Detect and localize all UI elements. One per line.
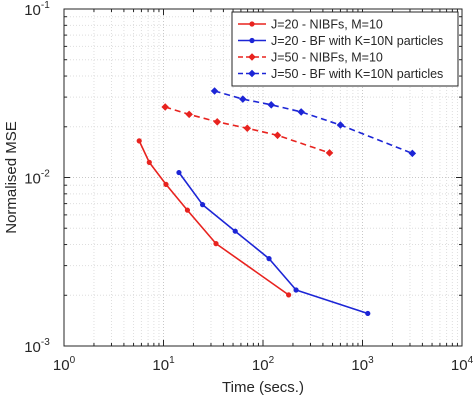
data-point bbox=[286, 292, 292, 298]
y-axis-label: Normalised MSE bbox=[3, 121, 20, 234]
data-point bbox=[161, 103, 169, 111]
x-tick-exponent: 1 bbox=[169, 355, 175, 366]
legend: J=20 - NIBFs, M=10 J=20 - BF with K=10N p… bbox=[231, 11, 459, 87]
x-axis-label: Time (secs.) bbox=[222, 379, 304, 396]
legend-item: J=50 - BF with K=10N particles bbox=[238, 67, 443, 81]
legend-label: J=20 - NIBFs, M=10 bbox=[271, 18, 383, 32]
data-point bbox=[273, 131, 282, 140]
data-point bbox=[266, 256, 272, 262]
legend-item: J=20 - BF with K=10N particles bbox=[238, 34, 443, 48]
legend-box bbox=[231, 11, 459, 87]
data-point bbox=[267, 101, 276, 109]
data-point bbox=[213, 241, 219, 247]
data-point bbox=[408, 149, 417, 158]
data-point bbox=[176, 169, 182, 176]
series-line bbox=[164, 106, 330, 154]
data-point bbox=[136, 138, 142, 144]
data-point bbox=[210, 87, 219, 95]
legend-label: J=20 - BF with K=10N particles bbox=[271, 34, 443, 48]
data-point bbox=[325, 149, 334, 157]
y-tick-exponent: -2 bbox=[41, 169, 50, 180]
legend-label: J=50 - BF with K=10N particles bbox=[271, 67, 443, 81]
y-tick-exponent: -3 bbox=[41, 337, 50, 348]
data-point bbox=[199, 202, 206, 208]
data-point bbox=[365, 310, 371, 317]
x-tick-exponent: 0 bbox=[70, 355, 76, 366]
series-2 bbox=[176, 169, 371, 317]
data-point bbox=[146, 159, 152, 165]
legend-marker bbox=[249, 37, 255, 44]
series-1 bbox=[136, 138, 292, 298]
data-point bbox=[297, 108, 305, 116]
series-3 bbox=[161, 103, 334, 157]
data-point bbox=[336, 121, 345, 129]
data-point bbox=[213, 118, 222, 126]
x-tick-exponent: 4 bbox=[468, 355, 474, 366]
legend-item: J=50 - NIBFs, M=10 bbox=[238, 51, 383, 65]
data-point bbox=[232, 228, 238, 234]
series-4 bbox=[210, 87, 417, 158]
series-line bbox=[214, 90, 413, 155]
series-line bbox=[138, 140, 290, 296]
series-layer bbox=[136, 87, 417, 317]
data-point bbox=[185, 110, 193, 119]
y-tick-exponent: -1 bbox=[41, 0, 50, 11]
data-point bbox=[184, 207, 191, 213]
data-point bbox=[239, 95, 247, 103]
legend-item: J=20 - NIBFs, M=10 bbox=[238, 18, 383, 32]
x-tick-exponent: 2 bbox=[269, 355, 275, 366]
x-tick-exponent: 3 bbox=[368, 355, 374, 366]
legend-marker bbox=[248, 53, 256, 61]
data-point bbox=[243, 124, 252, 133]
legend-label: J=50 - NIBFs, M=10 bbox=[271, 51, 383, 65]
series-line bbox=[178, 172, 369, 315]
legend-marker bbox=[248, 69, 256, 78]
data-point bbox=[163, 181, 169, 188]
legend-marker bbox=[249, 21, 255, 27]
data-point bbox=[293, 287, 299, 293]
